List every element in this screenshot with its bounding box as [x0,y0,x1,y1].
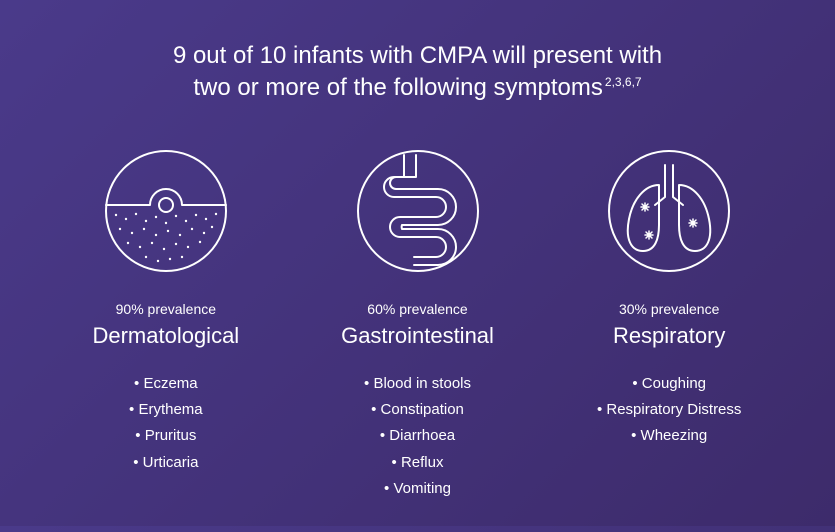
list-item: Diarrhoea [364,423,471,449]
headline: 9 out of 10 infants with CMPA will prese… [50,40,785,105]
list-item: Pruritus [129,423,203,449]
list-item: Wheezing [597,423,741,449]
prevalence-label: 90% prevalence [116,301,216,317]
category-title: Gastrointestinal [341,323,494,349]
intestine-icon [354,147,482,275]
list-item: Reflux [364,450,471,476]
list-item: Coughing [597,371,741,397]
headline-superscript: 2,3,6,7 [605,75,642,89]
prevalence-label: 30% prevalence [619,301,719,317]
headline-line2: two or more of the following symptoms [193,74,603,101]
list-item: Eczema [129,371,203,397]
columns-row: 90% prevalence Dermatological Eczema Ery… [50,147,785,502]
prevalence-label: 60% prevalence [367,301,467,317]
column-respiratory: 30% prevalence Respiratory Coughing Resp… [553,147,785,502]
symptom-list: Blood in stools Constipation Diarrhoea R… [364,371,471,502]
list-item: Erythema [129,397,203,423]
list-item: Respiratory Distress [597,397,741,423]
lungs-icon [605,147,733,275]
list-item: Vomiting [364,476,471,502]
headline-line1: 9 out of 10 infants with CMPA will prese… [173,42,662,69]
symptom-list: Eczema Erythema Pruritus Urticaria [129,371,203,476]
column-dermatological: 90% prevalence Dermatological Eczema Ery… [50,147,282,502]
list-item: Constipation [364,397,471,423]
category-title: Respiratory [613,323,725,349]
column-gastrointestinal: 60% prevalence Gastrointestinal Blood in… [302,147,534,502]
category-title: Dermatological [92,323,239,349]
list-item: Urticaria [129,450,203,476]
skin-icon [102,147,230,275]
symptom-list: Coughing Respiratory Distress Wheezing [597,371,741,450]
list-item: Blood in stools [364,371,471,397]
